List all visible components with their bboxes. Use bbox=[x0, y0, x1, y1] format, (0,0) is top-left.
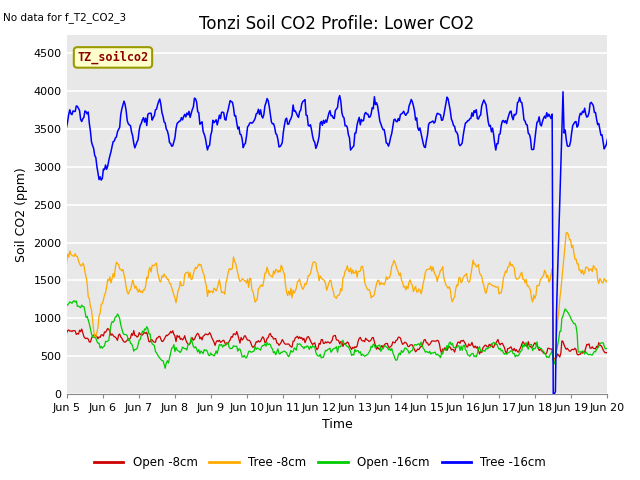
Tree -8cm bbox=[550, 358, 558, 363]
Open -8cm bbox=[507, 344, 515, 350]
Open -8cm bbox=[549, 357, 557, 362]
Tree -8cm bbox=[355, 269, 363, 275]
Line: Open -8cm: Open -8cm bbox=[67, 328, 607, 360]
Open -16cm bbox=[508, 348, 516, 354]
Open -8cm bbox=[324, 339, 332, 345]
Open -16cm bbox=[325, 346, 333, 352]
Open -8cm bbox=[321, 340, 328, 346]
Tree -8cm bbox=[323, 288, 330, 293]
Tree -16cm bbox=[319, 118, 327, 123]
Open -8cm bbox=[386, 345, 394, 350]
Tree -8cm bbox=[319, 277, 327, 283]
Tree -16cm bbox=[385, 144, 392, 149]
Tree -16cm bbox=[559, 89, 567, 95]
Open -16cm bbox=[161, 365, 169, 371]
Tree -8cm bbox=[385, 275, 392, 281]
Tree -8cm bbox=[506, 259, 514, 265]
Open -16cm bbox=[358, 353, 365, 359]
Open -16cm bbox=[604, 346, 611, 352]
Tree -8cm bbox=[593, 266, 600, 272]
Tree -16cm bbox=[323, 120, 330, 125]
Line: Open -16cm: Open -16cm bbox=[67, 301, 607, 368]
Title: Tonzi Soil CO2 Profile: Lower CO2: Tonzi Soil CO2 Profile: Lower CO2 bbox=[200, 15, 475, 33]
Tree -16cm bbox=[549, 391, 557, 396]
Y-axis label: Soil CO2 (ppm): Soil CO2 (ppm) bbox=[15, 167, 28, 262]
Tree -16cm bbox=[506, 109, 514, 115]
Open -8cm bbox=[356, 335, 364, 340]
Tree -8cm bbox=[63, 260, 70, 266]
Tree -16cm bbox=[355, 114, 363, 120]
Tree -16cm bbox=[63, 124, 70, 130]
Text: No data for f_T2_CO2_3: No data for f_T2_CO2_3 bbox=[3, 12, 126, 23]
Open -16cm bbox=[387, 348, 394, 354]
Legend: Open -8cm, Tree -8cm, Open -16cm, Tree -16cm: Open -8cm, Tree -8cm, Open -16cm, Tree -… bbox=[89, 452, 551, 474]
Line: Tree -8cm: Tree -8cm bbox=[67, 233, 607, 360]
Open -16cm bbox=[63, 303, 70, 309]
Open -8cm bbox=[63, 330, 70, 336]
Tree -8cm bbox=[563, 230, 571, 236]
Open -16cm bbox=[593, 347, 600, 352]
Open -16cm bbox=[322, 348, 330, 353]
X-axis label: Time: Time bbox=[322, 419, 353, 432]
Open -8cm bbox=[593, 343, 600, 349]
Open -8cm bbox=[604, 350, 611, 356]
Line: Tree -16cm: Tree -16cm bbox=[67, 92, 607, 394]
Tree -16cm bbox=[593, 117, 600, 122]
Open -16cm bbox=[70, 298, 78, 304]
Tree -16cm bbox=[604, 136, 611, 142]
Text: TZ_soilco2: TZ_soilco2 bbox=[77, 51, 148, 64]
Tree -8cm bbox=[604, 277, 611, 283]
Open -8cm bbox=[104, 325, 111, 331]
